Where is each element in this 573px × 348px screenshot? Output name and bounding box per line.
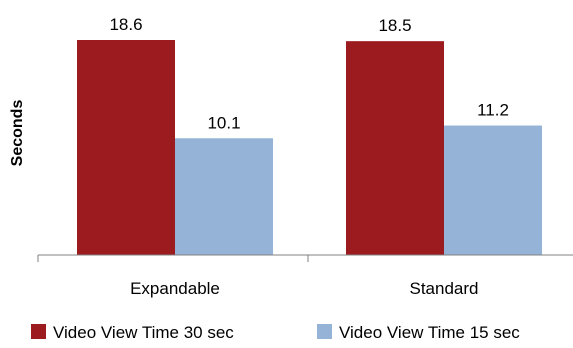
data-label: 18.6 [109,15,142,34]
legend-label: Video View Time 30 sec [53,323,234,342]
data-label: 11.2 [477,101,509,120]
bar-expandable-series-2 [175,138,273,255]
plot-area: 18.6 10.1 Expandable 18.5 11.2 Standard [37,15,573,298]
x-tick-label: Standard [410,279,479,298]
data-label: 10.1 [207,113,240,132]
x-tick-label: Expandable [130,279,220,298]
bar-standard-series-1 [346,41,444,255]
data-label: 18.5 [378,16,411,35]
bar-expandable-series-1 [77,40,175,255]
legend-label: Video View Time 15 sec [339,323,520,342]
y-axis-title: Seconds [9,100,26,167]
legend-swatch [31,324,46,339]
legend: Video View Time 30 sec Video View Time 15… [31,323,520,342]
legend-swatch [317,324,332,339]
bar-standard-series-2 [444,125,542,256]
